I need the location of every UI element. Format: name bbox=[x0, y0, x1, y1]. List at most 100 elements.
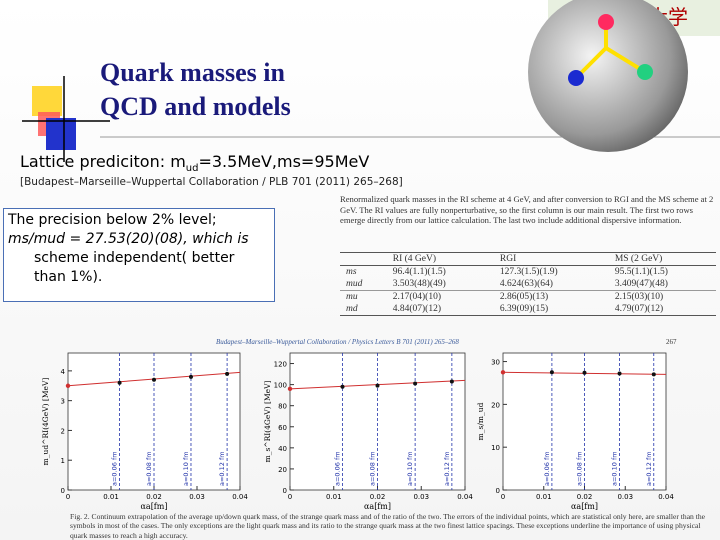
table-cell: 96.4(1.1)(1.5) bbox=[392, 267, 446, 277]
x-axis-label: αa[fm] bbox=[364, 502, 391, 511]
text: =3.5MeV,ms=95MeV bbox=[198, 152, 370, 171]
y-tick-label: 3 bbox=[61, 398, 65, 406]
y-tick-label: 60 bbox=[278, 424, 287, 432]
note-line: The precision below 2% level; bbox=[8, 212, 217, 228]
data-point bbox=[225, 371, 230, 376]
data-point bbox=[582, 370, 587, 375]
note-box: The precision below 2% level; ms/mud = 2… bbox=[3, 208, 275, 302]
note-line: scheme independent( better bbox=[34, 250, 235, 266]
quark bbox=[598, 14, 614, 30]
y-tick-label: 100 bbox=[274, 382, 287, 390]
data-point bbox=[449, 379, 454, 384]
spacing-label: a=0.10 fm bbox=[182, 451, 190, 486]
text: Lattice prediciton: m bbox=[20, 152, 186, 171]
data-point bbox=[413, 381, 418, 386]
y-tick-label: 20 bbox=[491, 401, 500, 409]
x-tick-label: 0.01 bbox=[103, 493, 119, 501]
table-cell: 6.39(09)(15) bbox=[499, 304, 549, 314]
x-tick-label: 0.03 bbox=[189, 493, 205, 501]
spacing-label: a=0.12 fm bbox=[443, 451, 451, 486]
spacing-label: a=0.06 fm bbox=[543, 451, 551, 486]
y-tick-label: 0 bbox=[283, 487, 287, 495]
header-cell: RI (4 GeV) bbox=[392, 254, 436, 264]
header-cell: RGI bbox=[499, 254, 517, 264]
table-cell: 4.624(63)(64) bbox=[499, 279, 553, 289]
deco-blue bbox=[46, 118, 76, 150]
y-tick-label: 2 bbox=[61, 427, 65, 435]
paper-header: Budapest–Marseille–Wuppertal Collaborati… bbox=[216, 338, 459, 346]
x-tick-label: 0.03 bbox=[617, 493, 633, 501]
y-axis-label: m_s/m_ud bbox=[476, 402, 485, 440]
table-cell: ms bbox=[346, 267, 357, 277]
table-row: mud 3.503(48)(49) 4.624(63)(64) 3.409(47)(4… bbox=[340, 278, 716, 291]
lattice-text: Lattice prediciton: mud=3.5MeV,ms=95MeV bbox=[20, 152, 369, 174]
x-axis-label: αa[fm] bbox=[571, 502, 598, 511]
data-point bbox=[375, 383, 380, 388]
data-point bbox=[188, 374, 193, 379]
spacing-label: a=0.10 fm bbox=[406, 451, 414, 486]
header-row: RI (4 GeV) RGI MS (2 GeV) bbox=[340, 252, 716, 266]
table-row: md 4.84(07)(12) 6.39(09)(15) 4.79(07)(12) bbox=[340, 303, 716, 316]
spacing-label: a=0.08 fm bbox=[145, 451, 153, 486]
citation: [Budapest–Marseille–Wuppertal Collaborat… bbox=[20, 176, 403, 188]
note-line: ms/mud = 27.53(20)(08), which is bbox=[8, 230, 270, 249]
subscript: ud bbox=[185, 163, 199, 175]
title-line: Quark masses in bbox=[100, 58, 285, 87]
y-tick-label: 4 bbox=[61, 368, 66, 376]
data-point bbox=[152, 377, 156, 382]
x-axis-label: αa[fm] bbox=[141, 502, 168, 511]
y-tick-label: 1 bbox=[61, 457, 65, 465]
y-axis-label: m_ud^RI(4GeV) [MeV] bbox=[41, 378, 50, 466]
y-tick-label: 0 bbox=[496, 487, 500, 495]
table-cell: 2.15(03)(10) bbox=[614, 292, 664, 302]
table-cell: 3.503(48)(49) bbox=[392, 279, 446, 289]
table-cell: mud bbox=[346, 279, 363, 289]
table-cell: 2.17(04)(10) bbox=[392, 292, 442, 302]
y-tick-label: 80 bbox=[278, 403, 287, 411]
table-cell: 4.84(07)(12) bbox=[392, 304, 442, 314]
data-point bbox=[340, 384, 345, 389]
y-tick-label: 10 bbox=[491, 444, 500, 452]
table-cell: 3.409(47)(48) bbox=[614, 279, 668, 289]
spacing-label: a=0.10 fm bbox=[611, 451, 619, 486]
quark bbox=[568, 70, 584, 86]
header-cell: MS (2 GeV) bbox=[614, 254, 663, 264]
y-tick-label: 40 bbox=[278, 445, 287, 453]
extrapolated-point bbox=[65, 383, 71, 388]
x-tick-label: 0.01 bbox=[326, 493, 342, 501]
spacing-label: a=0.08 fm bbox=[576, 451, 584, 486]
table-cell: 95.5(1.1)(1.5) bbox=[614, 267, 668, 277]
x-tick-label: 0 bbox=[288, 493, 292, 501]
data-point bbox=[117, 380, 122, 385]
figure-caption: Fig. 2. Continuum extrapolation of the a… bbox=[70, 512, 706, 540]
quark bbox=[637, 64, 653, 80]
x-tick-label: 0.02 bbox=[577, 493, 593, 501]
table-cell: 4.79(07)(12) bbox=[614, 304, 664, 314]
y-tick-label: 120 bbox=[274, 361, 287, 369]
x-tick-label: 0 bbox=[66, 493, 70, 501]
x-tick-label: 0 bbox=[501, 493, 505, 501]
x-tick-label: 0.04 bbox=[232, 493, 248, 501]
spacing-label: a=0.12 fm bbox=[218, 451, 226, 486]
table-row: ms 96.4(1.1)(1.5) 127.3(1.5)(1.9) 95.5(1.1)… bbox=[340, 266, 716, 279]
note-line: than 1%). bbox=[34, 269, 103, 285]
table: RI (4 GeV) RGI MS (2 GeV) ms 96.4(1.1)(1.5) 1… bbox=[340, 252, 716, 316]
spacing-label: a=0.06 fm bbox=[111, 451, 119, 486]
table-cell: mu bbox=[346, 292, 358, 302]
table-cell: md bbox=[346, 304, 358, 314]
table-cell: 2.86(05)(13) bbox=[499, 292, 549, 302]
spacing-label: a=0.08 fm bbox=[369, 451, 377, 486]
x-tick-label: 0.02 bbox=[146, 493, 162, 501]
extrapolated-point bbox=[500, 370, 506, 375]
title-line: QCD and models bbox=[100, 92, 291, 121]
table-caption: Renormalized quark masses in the RI sche… bbox=[340, 194, 714, 225]
title: Quark masses in QCD and models bbox=[100, 56, 291, 124]
y-tick-label: 30 bbox=[491, 359, 500, 367]
deco-yellow bbox=[32, 86, 62, 116]
extrapolated-point bbox=[287, 386, 293, 392]
y-tick-label: 0 bbox=[61, 487, 65, 495]
data-point bbox=[549, 370, 554, 375]
table-row: mu 2.17(04)(10) 2.86(05)(13) 2.15(03)(10) bbox=[340, 290, 716, 304]
y-axis-label: m_s^RI(4GeV) [MeV] bbox=[263, 381, 272, 463]
